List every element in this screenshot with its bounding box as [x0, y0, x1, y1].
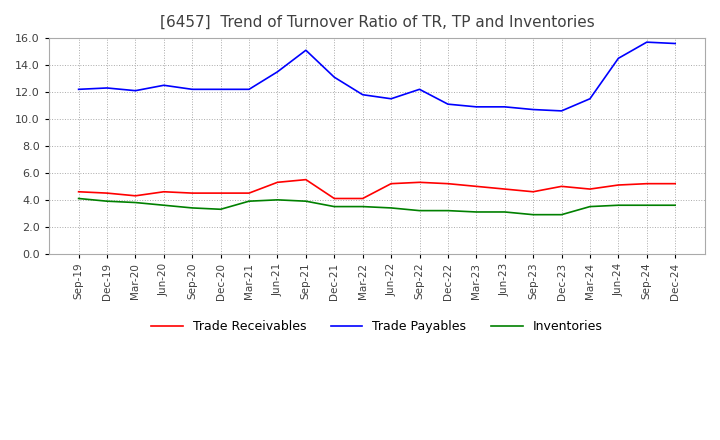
- Trade Payables: [614, 56, 623, 61]
- Trade Payables: [500, 104, 509, 110]
- Inventories: [642, 202, 651, 208]
- Inventories: [273, 197, 282, 202]
- Line: Inventories: Inventories: [78, 198, 675, 215]
- Trade Receivables: [585, 187, 594, 192]
- Inventories: [131, 200, 140, 205]
- Trade Receivables: [387, 181, 395, 186]
- Inventories: [359, 204, 367, 209]
- Trade Payables: [273, 69, 282, 74]
- Inventories: [557, 212, 566, 217]
- Trade Payables: [585, 96, 594, 101]
- Inventories: [500, 209, 509, 215]
- Trade Receivables: [160, 189, 168, 194]
- Trade Receivables: [444, 181, 452, 186]
- Trade Payables: [216, 87, 225, 92]
- Trade Receivables: [74, 189, 83, 194]
- Inventories: [216, 207, 225, 212]
- Trade Payables: [642, 40, 651, 45]
- Trade Payables: [131, 88, 140, 93]
- Trade Payables: [671, 41, 680, 46]
- Trade Receivables: [330, 196, 338, 201]
- Trade Payables: [302, 48, 310, 53]
- Trade Receivables: [273, 180, 282, 185]
- Inventories: [444, 208, 452, 213]
- Trade Payables: [387, 96, 395, 101]
- Trade Payables: [330, 74, 338, 80]
- Line: Trade Receivables: Trade Receivables: [78, 180, 675, 198]
- Inventories: [160, 202, 168, 208]
- Inventories: [415, 208, 424, 213]
- Trade Payables: [74, 87, 83, 92]
- Trade Receivables: [528, 189, 537, 194]
- Trade Receivables: [359, 196, 367, 201]
- Inventories: [585, 204, 594, 209]
- Trade Receivables: [642, 181, 651, 186]
- Trade Payables: [188, 87, 197, 92]
- Inventories: [188, 205, 197, 211]
- Inventories: [103, 198, 112, 204]
- Trade Payables: [359, 92, 367, 97]
- Inventories: [330, 204, 338, 209]
- Trade Receivables: [302, 177, 310, 182]
- Inventories: [614, 202, 623, 208]
- Inventories: [245, 198, 253, 204]
- Trade Receivables: [671, 181, 680, 186]
- Trade Payables: [444, 102, 452, 107]
- Title: [6457]  Trend of Turnover Ratio of TR, TP and Inventories: [6457] Trend of Turnover Ratio of TR, TP…: [160, 15, 594, 30]
- Line: Trade Payables: Trade Payables: [78, 42, 675, 111]
- Trade Payables: [557, 108, 566, 114]
- Trade Payables: [160, 83, 168, 88]
- Inventories: [302, 198, 310, 204]
- Trade Payables: [415, 87, 424, 92]
- Inventories: [528, 212, 537, 217]
- Trade Payables: [245, 87, 253, 92]
- Trade Receivables: [472, 184, 481, 189]
- Inventories: [472, 209, 481, 215]
- Legend: Trade Receivables, Trade Payables, Inventories: Trade Receivables, Trade Payables, Inven…: [146, 315, 608, 338]
- Trade Receivables: [415, 180, 424, 185]
- Inventories: [671, 202, 680, 208]
- Trade Receivables: [614, 182, 623, 187]
- Trade Payables: [528, 107, 537, 112]
- Trade Payables: [103, 85, 112, 91]
- Trade Receivables: [500, 187, 509, 192]
- Inventories: [74, 196, 83, 201]
- Trade Receivables: [216, 191, 225, 196]
- Inventories: [387, 205, 395, 211]
- Trade Receivables: [103, 191, 112, 196]
- Trade Receivables: [131, 193, 140, 198]
- Trade Payables: [472, 104, 481, 110]
- Trade Receivables: [245, 191, 253, 196]
- Trade Receivables: [188, 191, 197, 196]
- Trade Receivables: [557, 184, 566, 189]
